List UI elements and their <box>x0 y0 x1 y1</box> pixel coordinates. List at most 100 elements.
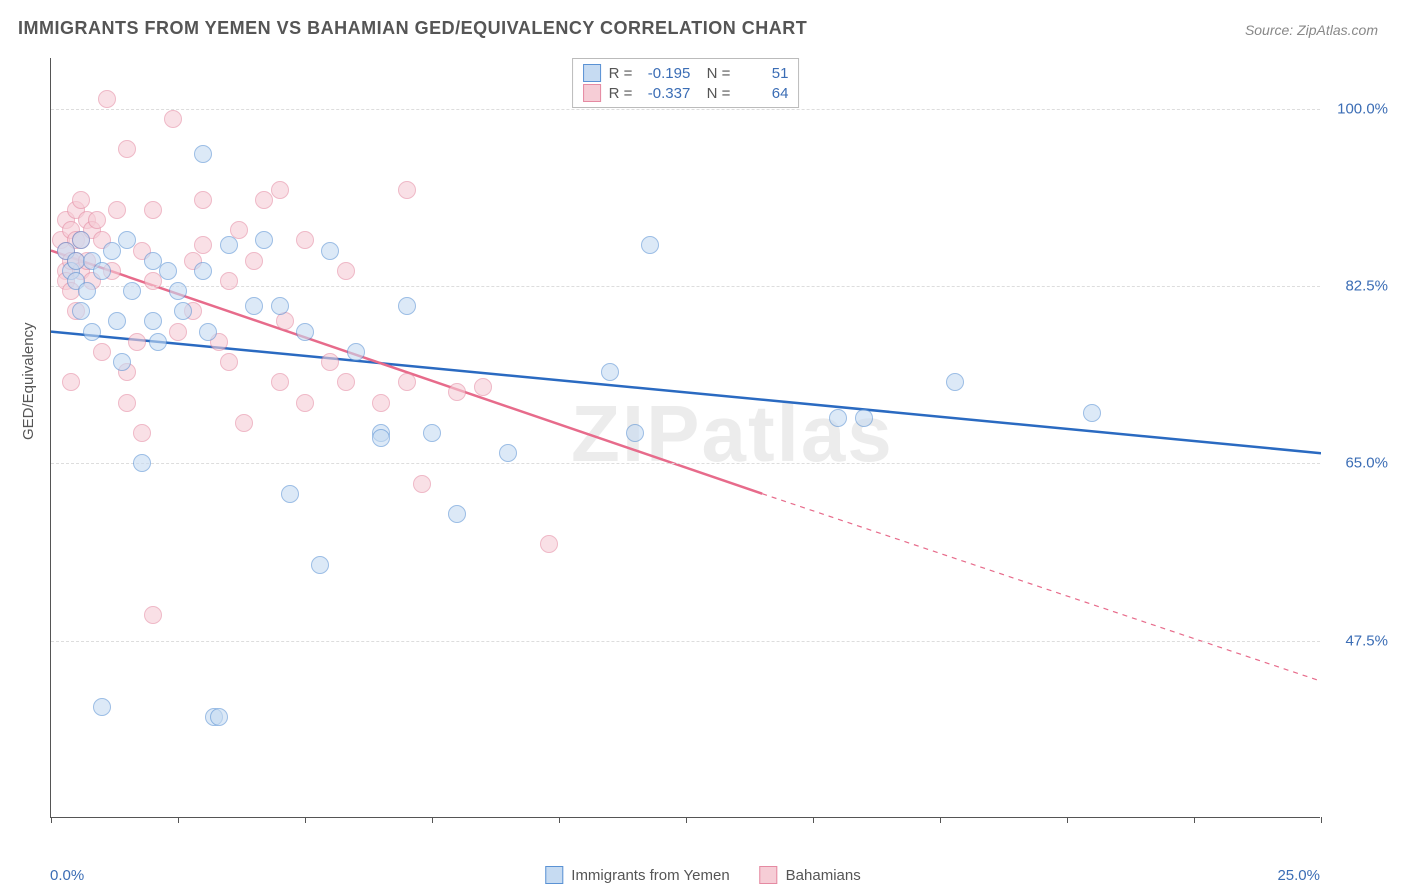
data-point <box>72 191 90 209</box>
gridline <box>51 286 1320 287</box>
stat-r-label: R = <box>609 65 633 82</box>
stat-r-value: -0.337 <box>640 85 690 102</box>
data-point <box>946 373 964 391</box>
data-point <box>169 323 187 341</box>
stat-r-label: R = <box>609 85 633 102</box>
x-axis-min-label: 0.0% <box>50 867 84 884</box>
data-point <box>281 485 299 503</box>
data-point <box>474 378 492 396</box>
data-point <box>78 282 96 300</box>
data-point <box>626 424 644 442</box>
x-tick-mark <box>686 817 687 823</box>
data-point <box>372 429 390 447</box>
x-tick-mark <box>940 817 941 823</box>
data-point <box>128 333 146 351</box>
legend-swatch <box>545 866 563 884</box>
x-tick-mark <box>1321 817 1322 823</box>
data-point <box>98 90 116 108</box>
data-point <box>641 236 659 254</box>
data-point <box>448 505 466 523</box>
data-point <box>118 140 136 158</box>
stat-legend: R = -0.195 N = 51 R = -0.337 N = 64 <box>572 58 800 108</box>
data-point <box>194 191 212 209</box>
stat-n-value: 51 <box>738 65 788 82</box>
data-point <box>133 424 151 442</box>
data-point <box>499 444 517 462</box>
data-point <box>118 394 136 412</box>
data-point <box>83 323 101 341</box>
data-point <box>271 373 289 391</box>
watermark-text: ZIPatlas <box>571 388 894 480</box>
data-point <box>118 231 136 249</box>
data-point <box>296 231 314 249</box>
data-point <box>210 708 228 726</box>
gridline <box>51 109 1320 110</box>
x-axis-max-label: 25.0% <box>1277 867 1320 884</box>
legend-swatch <box>583 64 601 82</box>
data-point <box>62 373 80 391</box>
data-point <box>169 282 187 300</box>
data-point <box>72 302 90 320</box>
series-legend: Immigrants from Yemen Bahamians <box>545 866 860 884</box>
data-point <box>245 252 263 270</box>
stat-legend-row: R = -0.337 N = 64 <box>583 83 789 103</box>
legend-label: Immigrants from Yemen <box>571 867 729 884</box>
data-point <box>296 323 314 341</box>
legend-swatch <box>760 866 778 884</box>
data-point <box>448 383 466 401</box>
data-point <box>93 262 111 280</box>
y-tick-label: 65.0% <box>1345 455 1388 472</box>
data-point <box>194 145 212 163</box>
data-point <box>311 556 329 574</box>
data-point <box>271 181 289 199</box>
chart-title: IMMIGRANTS FROM YEMEN VS BAHAMIAN GED/EQ… <box>18 18 807 39</box>
data-point <box>113 353 131 371</box>
x-tick-mark <box>51 817 52 823</box>
data-point <box>108 201 126 219</box>
legend-swatch <box>583 84 601 102</box>
data-point <box>144 312 162 330</box>
data-point <box>372 394 390 412</box>
data-point <box>337 262 355 280</box>
legend-label: Bahamians <box>786 867 861 884</box>
data-point <box>194 262 212 280</box>
x-tick-mark <box>1194 817 1195 823</box>
x-tick-mark <box>1067 817 1068 823</box>
data-point <box>855 409 873 427</box>
data-point <box>337 373 355 391</box>
plot-area: ZIPatlas R = -0.195 N = 51 R = -0.337 N = 64 <box>50 58 1320 818</box>
data-point <box>108 312 126 330</box>
data-point <box>93 343 111 361</box>
data-point <box>149 333 167 351</box>
data-point <box>199 323 217 341</box>
data-point <box>194 236 212 254</box>
data-point <box>1083 404 1101 422</box>
stat-legend-row: R = -0.195 N = 51 <box>583 63 789 83</box>
y-tick-label: 82.5% <box>1345 278 1388 295</box>
data-point <box>123 282 141 300</box>
data-point <box>398 181 416 199</box>
stat-n-label: N = <box>698 85 730 102</box>
source-label: Source: ZipAtlas.com <box>1245 22 1378 38</box>
y-axis-label: GED/Equivalency <box>20 322 37 440</box>
trend-line <box>51 332 1321 454</box>
gridline <box>51 641 1320 642</box>
data-point <box>93 698 111 716</box>
trend-line-extrapolated <box>762 494 1321 681</box>
stat-r-value: -0.195 <box>640 65 690 82</box>
gridline <box>51 463 1320 464</box>
y-tick-label: 47.5% <box>1345 632 1388 649</box>
data-point <box>829 409 847 427</box>
data-point <box>174 302 192 320</box>
data-point <box>398 297 416 315</box>
data-point <box>321 242 339 260</box>
data-point <box>144 201 162 219</box>
data-point <box>235 414 253 432</box>
data-point <box>159 262 177 280</box>
y-tick-label: 100.0% <box>1337 100 1388 117</box>
x-tick-mark <box>178 817 179 823</box>
stat-n-value: 64 <box>738 85 788 102</box>
x-tick-mark <box>813 817 814 823</box>
data-point <box>245 297 263 315</box>
stat-n-label: N = <box>698 65 730 82</box>
